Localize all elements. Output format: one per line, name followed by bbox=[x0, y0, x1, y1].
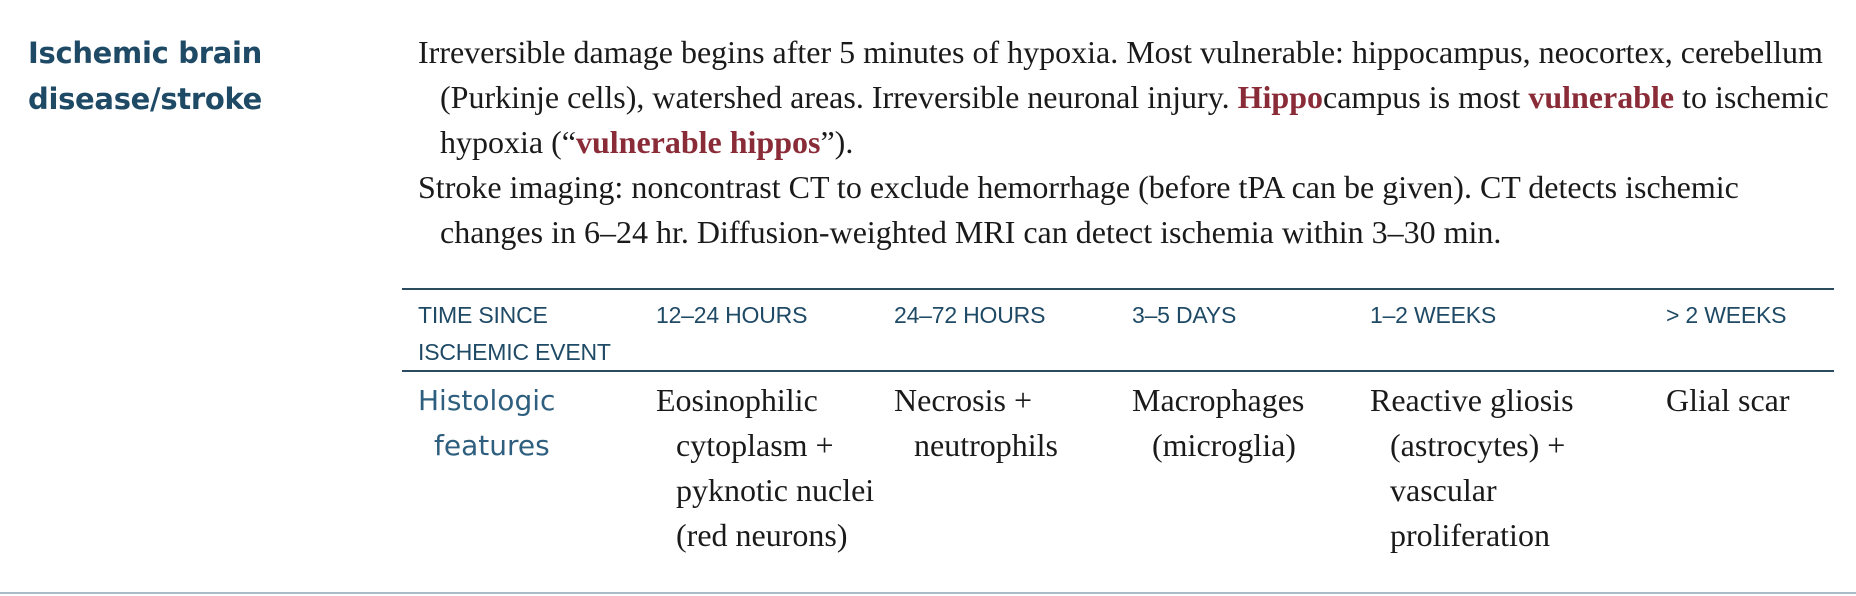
table-row: Histologic features Eosinophilic cytopla… bbox=[402, 372, 1834, 558]
paragraph-text: campus is most bbox=[1322, 79, 1529, 115]
cell-text: Eosinophilic cytoplasm + pyknotic nuclei… bbox=[656, 382, 875, 553]
highlight-hippo: Hippo bbox=[1237, 79, 1323, 115]
row-label-text: Histologic features bbox=[418, 384, 556, 462]
table-header-row: TIME SINCE ISCHEMIC EVENT 12–24 HOURS 24… bbox=[402, 290, 1834, 372]
paragraph-text: ”). bbox=[820, 124, 854, 160]
cell-text: Reactive gliosis (astrocytes) + vascular… bbox=[1370, 382, 1574, 553]
cell-text: Necrosis + neutrophils bbox=[894, 382, 1058, 463]
cell-text: Macrophages (microglia) bbox=[1132, 382, 1305, 463]
section-heading-line1: Ischemic brain bbox=[28, 36, 263, 70]
header-3-5-days: 3–5 DAYS bbox=[1132, 302, 1237, 328]
cell-text: Glial scar bbox=[1666, 382, 1790, 418]
highlight-vulnerable: vulnerable bbox=[1528, 79, 1675, 115]
paragraph-text: Irreversible damage begins after 5 minut… bbox=[418, 34, 1823, 115]
header-1-2-weeks: 1–2 WEEKS bbox=[1370, 302, 1497, 328]
highlight-vulnerable-hippos: vulnerable hippos bbox=[575, 124, 821, 160]
ischemia-timeline-table: TIME SINCE ISCHEMIC EVENT 12–24 HOURS 24… bbox=[402, 288, 1834, 558]
paragraph-vulnerability: Irreversible damage begins after 5 minut… bbox=[418, 30, 1838, 165]
section-heading: Ischemic brain disease/stroke bbox=[28, 30, 368, 122]
cell-3-5-days: Macrophages (microglia) bbox=[1116, 378, 1354, 558]
header-over-2-weeks: > 2 WEEKS bbox=[1666, 302, 1787, 328]
cell-over-2-weeks: Glial scar bbox=[1650, 378, 1834, 558]
header-12-24-hours: 12–24 HOURS bbox=[656, 302, 808, 328]
bottom-divider bbox=[0, 592, 1856, 594]
paragraph-text: to ischemic hypoxia (“ bbox=[440, 79, 1829, 160]
cell-1-2-weeks: Reactive gliosis (astrocytes) + vascular… bbox=[1354, 378, 1650, 558]
header-time-since-event: TIME SINCE ISCHEMIC EVENT bbox=[418, 302, 611, 365]
section-heading-line2: disease/stroke bbox=[28, 82, 263, 116]
row-label-histologic-features: Histologic features bbox=[402, 378, 640, 558]
section-body: Irreversible damage begins after 5 minut… bbox=[418, 30, 1838, 255]
cell-12-24-hours: Eosinophilic cytoplasm + pyknotic nuclei… bbox=[640, 378, 878, 558]
cell-24-72-hours: Necrosis + neutrophils bbox=[878, 378, 1116, 558]
header-24-72-hours: 24–72 HOURS bbox=[894, 302, 1046, 328]
paragraph-imaging: Stroke imaging: noncontrast CT to exclud… bbox=[418, 169, 1739, 250]
